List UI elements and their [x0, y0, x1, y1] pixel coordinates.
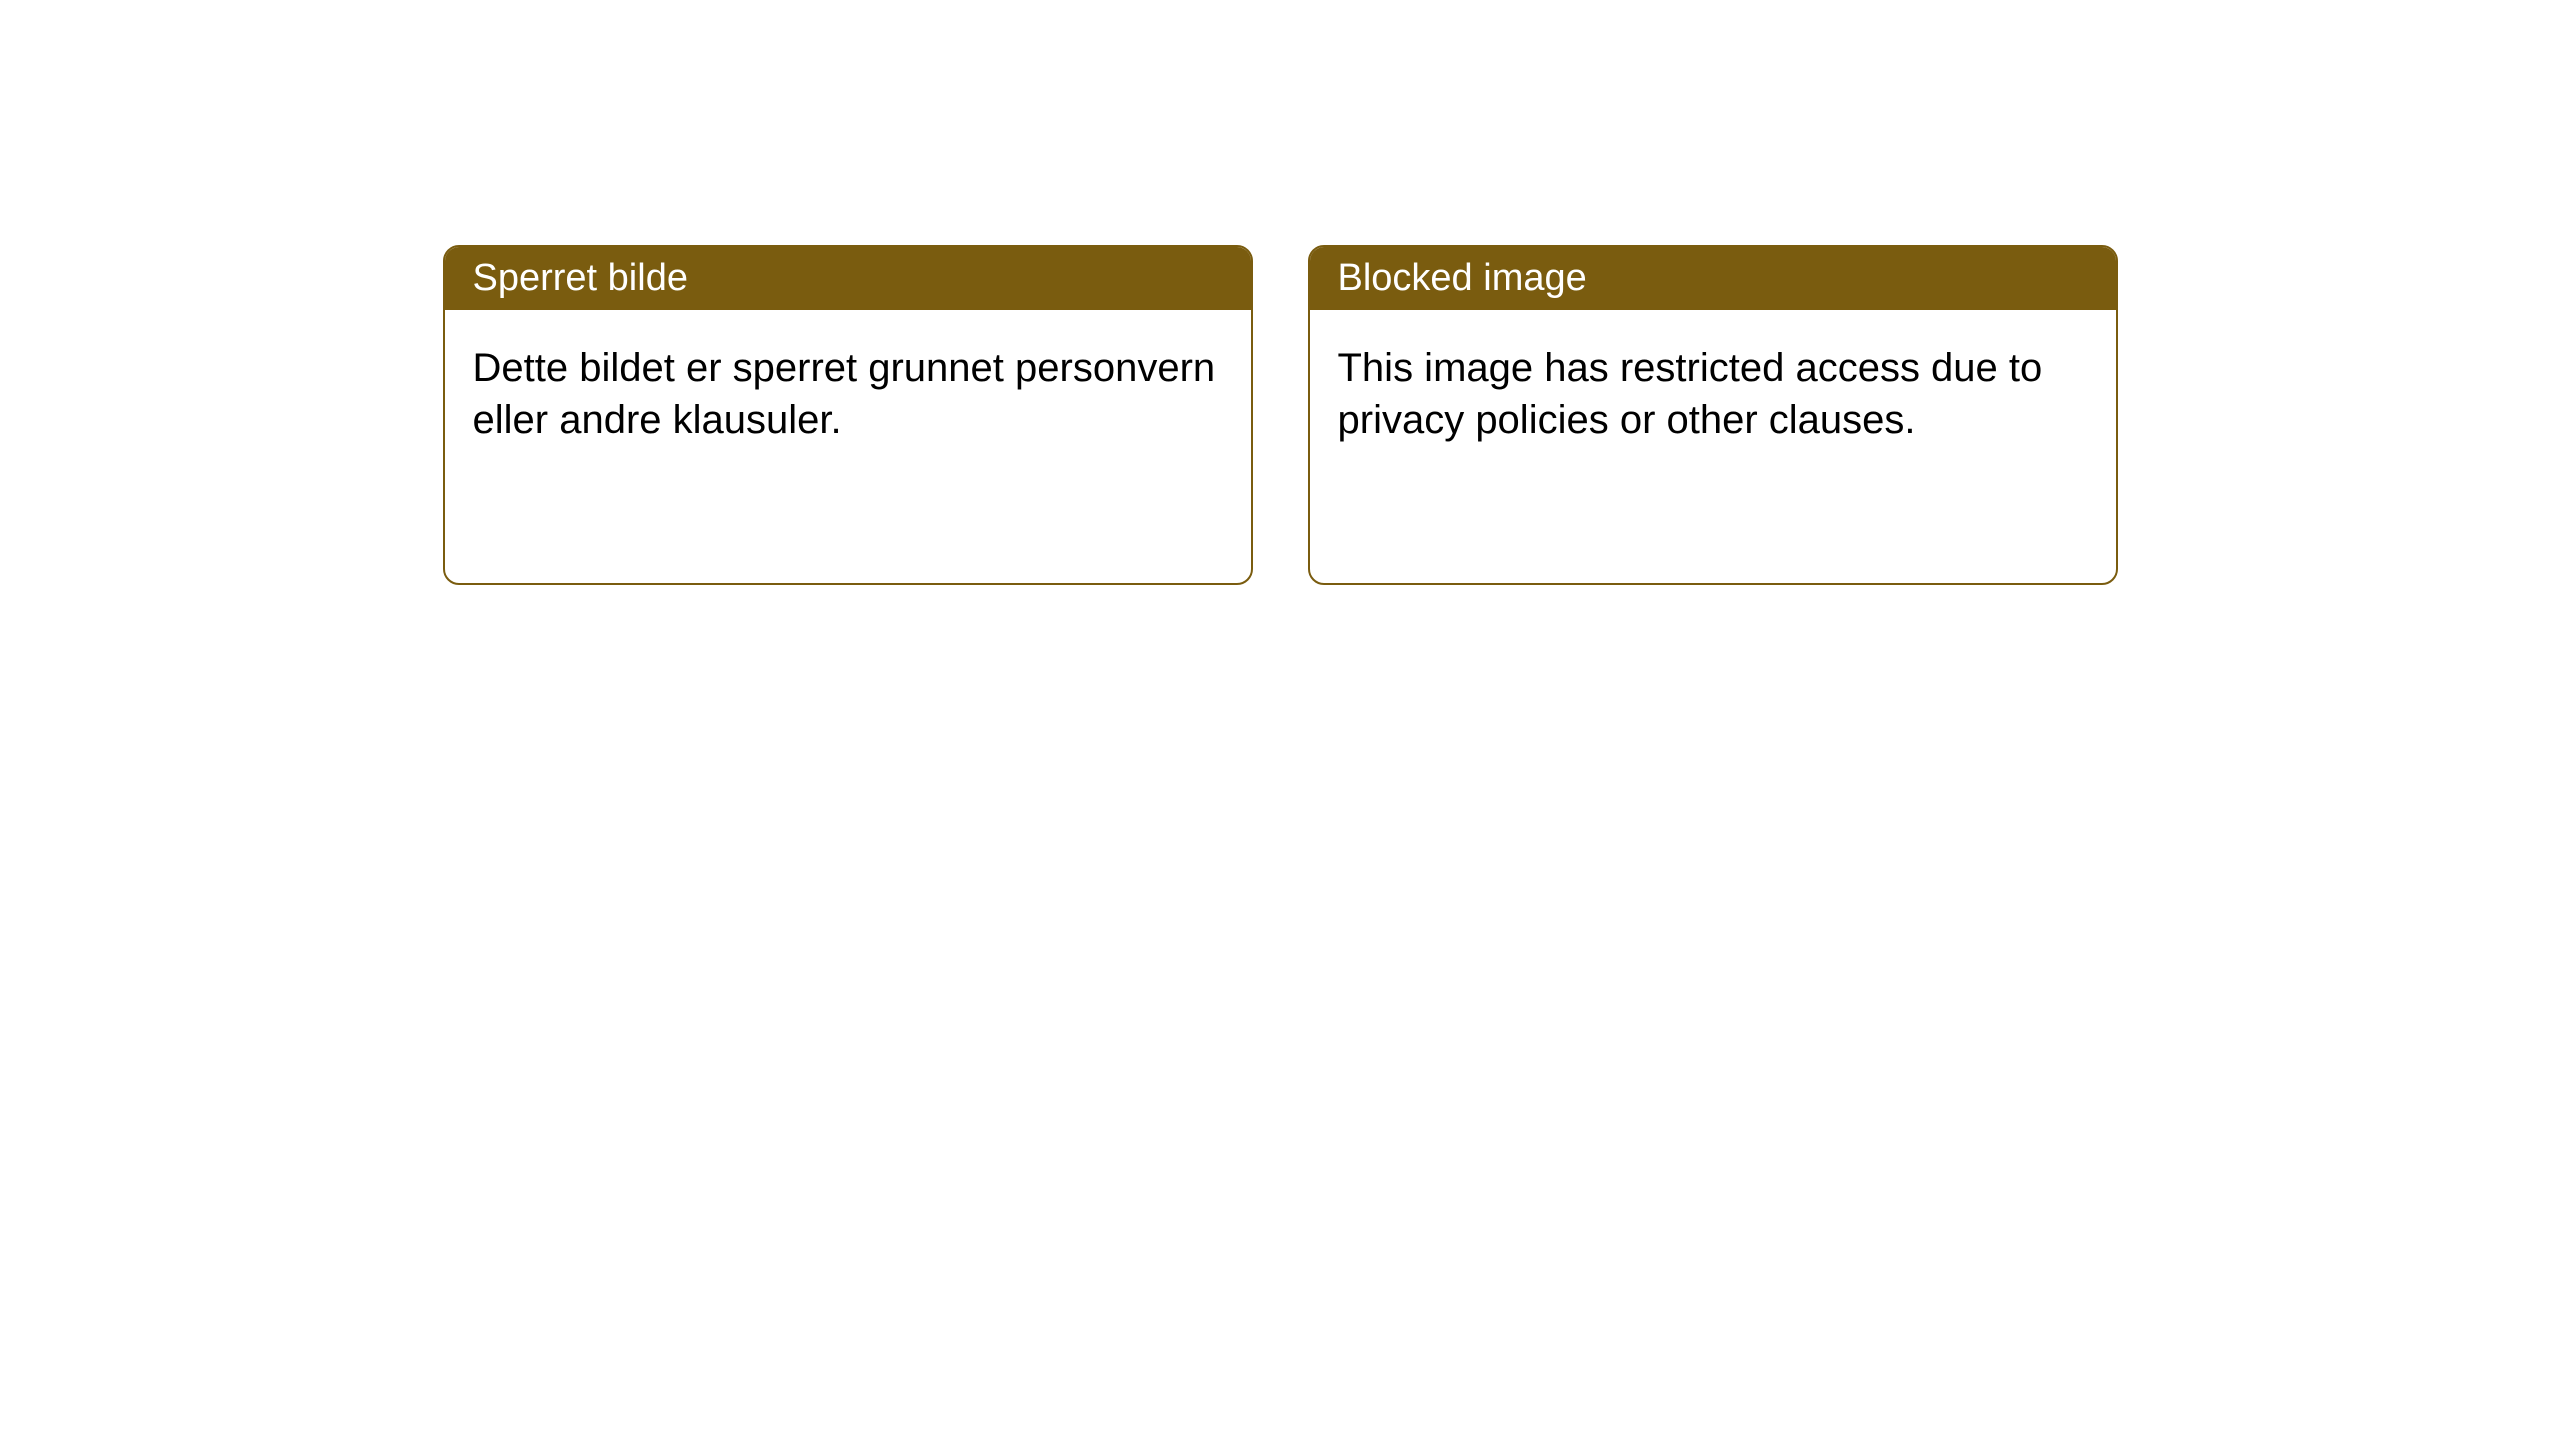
card-body-text-norwegian: Dette bildet er sperret grunnet personve…	[473, 346, 1216, 442]
blocked-image-cards-container: Sperret bilde Dette bildet er sperret gr…	[443, 245, 2118, 585]
card-header-english: Blocked image	[1310, 247, 2116, 310]
card-body-text-english: This image has restricted access due to …	[1338, 346, 2043, 442]
blocked-image-card-norwegian: Sperret bilde Dette bildet er sperret gr…	[443, 245, 1253, 585]
card-title-norwegian: Sperret bilde	[473, 257, 688, 299]
card-body-english: This image has restricted access due to …	[1310, 310, 2116, 478]
card-header-norwegian: Sperret bilde	[445, 247, 1251, 310]
card-title-english: Blocked image	[1338, 257, 1587, 299]
blocked-image-card-english: Blocked image This image has restricted …	[1308, 245, 2118, 585]
card-body-norwegian: Dette bildet er sperret grunnet personve…	[445, 310, 1251, 478]
